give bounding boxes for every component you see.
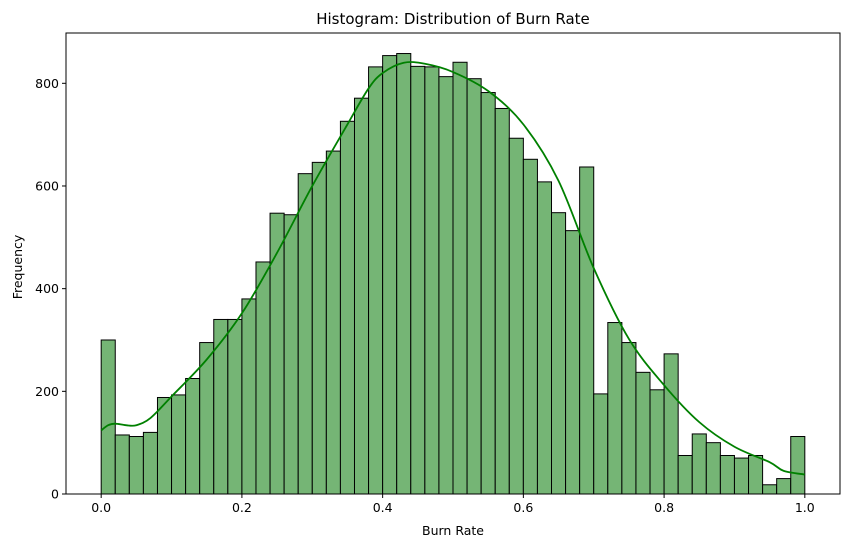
kde-curve [100, 61, 805, 476]
histogram-bar [325, 150, 341, 495]
histogram-bar [677, 454, 693, 495]
histogram-bar [466, 78, 482, 495]
x-tick-label: 0.6 [513, 500, 533, 515]
histogram-bar [607, 322, 623, 495]
y-axis-label: Frequency [10, 234, 25, 299]
histogram-bar [565, 230, 581, 495]
x-axis-ticks: 0.0 0.2 0.4 0.6 0.8 1.0 [91, 494, 815, 515]
histogram-bar [508, 137, 524, 495]
histogram-bar [762, 484, 778, 495]
histogram-bar [452, 61, 468, 495]
histogram-bar [424, 66, 440, 495]
histogram-bar [114, 434, 130, 495]
histogram-bar [480, 92, 496, 495]
histogram-bars [100, 53, 806, 495]
histogram-bar [494, 107, 510, 495]
chart-title: Histogram: Distribution of Burn Rate [316, 10, 590, 28]
histogram-bar [635, 371, 651, 495]
x-tick-label: 0.8 [654, 500, 674, 515]
y-axis-ticks: 0 200 400 600 800 [35, 76, 66, 502]
y-tick-label: 400 [35, 281, 59, 296]
histogram-bar [593, 393, 609, 495]
x-tick-label: 1.0 [795, 500, 815, 515]
histogram-bar [790, 436, 806, 495]
histogram-bar [691, 433, 707, 495]
histogram-bar [255, 261, 271, 495]
histogram-bar [213, 318, 229, 495]
histogram-bar [142, 431, 158, 495]
histogram-bar [663, 353, 679, 495]
x-tick-label: 0.0 [91, 500, 111, 515]
y-tick-label: 0 [51, 487, 59, 502]
histogram-bar [551, 212, 567, 495]
y-tick-label: 600 [35, 178, 59, 193]
histogram-bar [128, 436, 144, 495]
histogram-bar [269, 212, 285, 495]
histogram-bar [536, 181, 553, 495]
histogram-bar [396, 53, 412, 495]
histogram-bar [339, 120, 355, 495]
histogram-bar [156, 396, 173, 495]
x-axis-label: Burn Rate [422, 523, 484, 538]
histogram-bar [353, 97, 370, 495]
histogram-bar [776, 478, 792, 495]
histogram-bar [283, 214, 299, 495]
x-tick-label: 0.4 [373, 500, 393, 515]
histogram-bar [733, 457, 750, 495]
histogram-bar [100, 339, 116, 495]
histogram-bar [241, 298, 257, 495]
y-tick-label: 200 [35, 384, 59, 399]
histogram-bar [748, 454, 764, 495]
histogram-bar [185, 377, 201, 495]
histogram-bar [227, 318, 243, 495]
histogram-bar [297, 173, 313, 495]
histogram-bar [311, 161, 327, 495]
plot-frame [65, 32, 841, 495]
x-tick-label: 0.2 [232, 500, 252, 515]
histogram-bar [649, 389, 665, 495]
histogram-bar [522, 158, 538, 495]
histogram-bar [705, 442, 721, 495]
histogram-bar [438, 76, 454, 495]
histogram-bar [579, 166, 595, 495]
histogram-bar [382, 55, 398, 495]
histogram-bar [719, 454, 735, 495]
histogram-bar [171, 394, 187, 495]
y-tick-label: 800 [35, 76, 59, 91]
histogram-bar [410, 65, 426, 495]
histogram-bar [368, 66, 384, 495]
histogram-bar [621, 342, 637, 495]
